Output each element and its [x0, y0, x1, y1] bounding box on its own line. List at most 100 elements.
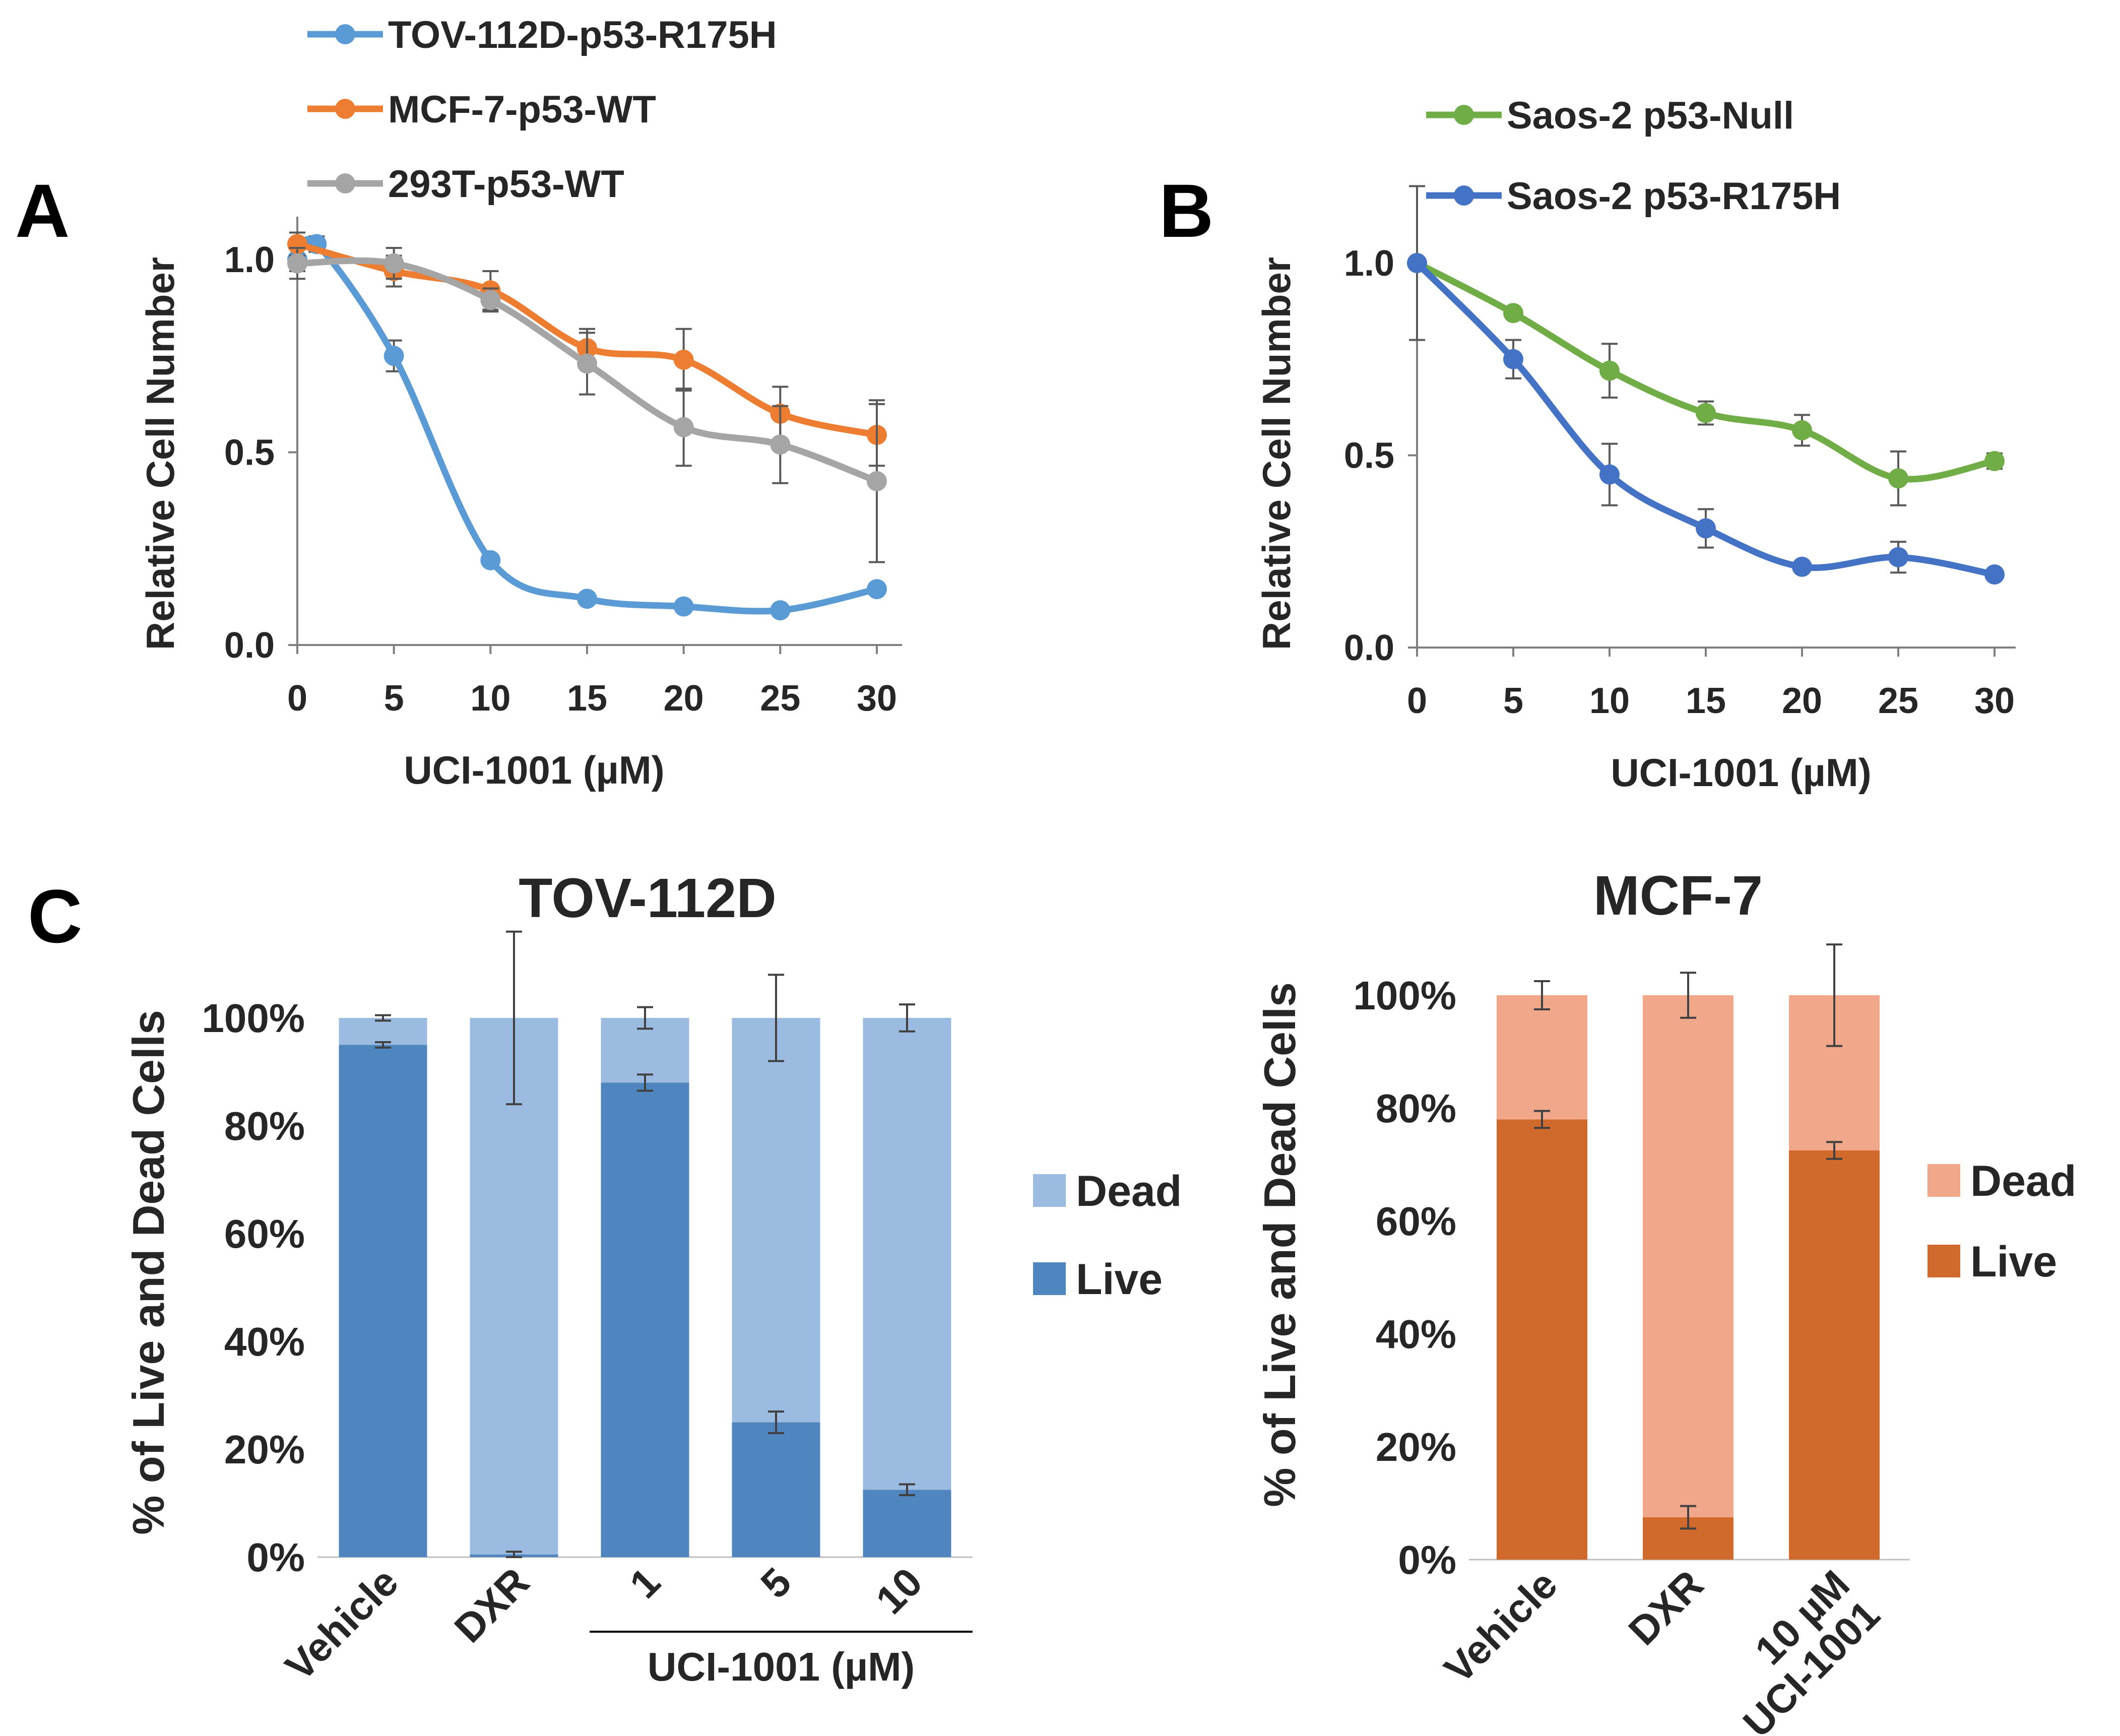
category-label: DXR — [1620, 1562, 1712, 1653]
bar-live — [1497, 1119, 1587, 1560]
bar-dead — [470, 1018, 558, 1555]
bar-dead — [863, 1018, 951, 1490]
data-point — [1696, 518, 1716, 539]
bar-dead — [1643, 995, 1733, 1517]
y-tick-label: 0.5 — [224, 433, 275, 473]
bar-group-dxr — [1643, 972, 1733, 1560]
data-point — [577, 589, 597, 609]
y-tick-label: 0.0 — [1344, 628, 1394, 668]
panel-label-a: A — [15, 168, 70, 253]
y-tick-label: 100% — [202, 996, 305, 1041]
data-point — [383, 346, 404, 366]
legend-swatch — [1033, 1262, 1066, 1295]
series-saos-2-p53-null — [1407, 185, 2005, 506]
y-tick-label: 1.0 — [224, 240, 275, 280]
data-point — [673, 349, 694, 370]
data-point — [1984, 451, 2005, 471]
legend-a: TOV-112D-p53-R175H MCF-7-p53-WT 293T-p53-W… — [307, 14, 777, 206]
data-point — [1984, 564, 2005, 585]
bar-live — [732, 1422, 820, 1557]
x-tick-label: 5 — [1503, 681, 1523, 721]
legend-mcf7: Dead Live — [1928, 1157, 2076, 1286]
legend-marker — [335, 173, 355, 194]
data-point — [287, 253, 307, 274]
data-point — [577, 353, 597, 374]
data-point — [1503, 303, 1523, 324]
data-point — [383, 253, 404, 274]
legend-label: Live — [1076, 1255, 1163, 1304]
y-tick-label: 0% — [246, 1535, 305, 1580]
y-tick-label: 60% — [224, 1211, 305, 1256]
legend-marker — [335, 99, 355, 119]
group-label-uci1001: UCI-1001 (µM) — [648, 1644, 915, 1689]
chart-title-tov112d: TOV-112D — [519, 867, 777, 929]
legend-label: 293T-p53-WT — [388, 163, 624, 206]
category-label-line: 1 — [621, 1559, 669, 1606]
y-tick-label: 0.5 — [1344, 436, 1394, 476]
bar-group-10-m-uci-1001 — [1789, 943, 1880, 1560]
y-tick-label: 100% — [1353, 973, 1456, 1018]
data-point — [480, 550, 501, 570]
categories-mcf7: Vehicle DXR 10 µMUCI-1001 — [1436, 1562, 1888, 1736]
panel-label-b: B — [1159, 168, 1213, 253]
x-tick-label: 30 — [1974, 681, 2015, 721]
y-axis-title-tov112d: % of Live and Dead Cells — [123, 1010, 173, 1535]
legend-label: Dead — [1970, 1157, 2076, 1205]
data-point — [770, 600, 791, 621]
axes-b: 0.0 0.5 1.0 0 5 10 15 20 25 30 — [1344, 189, 2016, 721]
x-tick-label: 10 — [470, 678, 510, 719]
data-point — [867, 579, 887, 600]
series-b — [1407, 185, 2005, 585]
y-tick-label: 20% — [1376, 1425, 1456, 1469]
data-point — [1888, 468, 1908, 489]
data-point — [1696, 403, 1716, 423]
legend-label: MCF-7-p53-WT — [388, 88, 656, 131]
legend-marker — [1454, 105, 1474, 125]
data-point — [1407, 253, 1427, 273]
x-tick-label: 20 — [664, 678, 704, 719]
x-tick-label: 0 — [1407, 681, 1427, 721]
bar-live — [339, 1045, 427, 1557]
x-tick-label: 15 — [1686, 681, 1726, 721]
bar-live — [601, 1082, 689, 1557]
data-point — [770, 434, 791, 455]
data-point — [1888, 547, 1908, 567]
data-point — [1503, 349, 1523, 369]
data-point — [673, 596, 694, 617]
y-tick-label: 0% — [1398, 1537, 1456, 1582]
x-tick-label: 10 — [1589, 681, 1630, 721]
bar-group-vehicle — [1497, 980, 1587, 1560]
category-label: 5 — [752, 1559, 800, 1606]
x-axis-title-b: UCI-1001 (µM) — [1611, 750, 1871, 795]
y-axis-title-b: Relative Cell Number — [1254, 257, 1299, 650]
y-tick-label: 60% — [1376, 1199, 1456, 1244]
bar-dead — [339, 1018, 427, 1045]
series-a — [287, 231, 887, 621]
category-label: 10 — [867, 1559, 931, 1623]
x-tick-label: 25 — [1878, 681, 1918, 721]
legend-label: Dead — [1076, 1167, 1182, 1215]
legend-label: Saos-2 p53-Null — [1507, 94, 1794, 137]
axes-a: 0.0 0.5 1.0 0 5 10 15 20 25 30 — [224, 217, 902, 719]
legend-b: Saos-2 p53-Null Saos-2 p53-R175H — [1426, 94, 1841, 218]
bar-live — [1789, 1150, 1880, 1560]
legend-label: Live — [1970, 1238, 2057, 1286]
data-point — [673, 417, 694, 437]
x-tick-label: 5 — [384, 678, 404, 719]
y-tick-label: 20% — [224, 1427, 305, 1472]
x-tick-label: 25 — [760, 678, 800, 719]
panel-label-c: C — [28, 874, 82, 958]
category-label: 10 µMUCI-1001 — [1704, 1562, 1888, 1736]
legend-marker — [335, 24, 355, 44]
bar-group-dxr — [470, 930, 558, 1558]
legend-swatch — [1928, 1245, 1960, 1277]
legend-swatch — [1928, 1164, 1960, 1197]
series-line — [1416, 260, 1996, 483]
legend-label: TOV-112D-p53-R175H — [388, 14, 777, 56]
y-tick-label: 80% — [224, 1104, 305, 1148]
data-point — [1792, 556, 1812, 577]
series-tov-112d-p53-r175h — [287, 234, 887, 621]
data-point — [1599, 360, 1620, 381]
bar-chart-mcf7: MCF-7 % of Live and Dead Cells 0% 20% 40% 6… — [1255, 865, 2076, 1736]
